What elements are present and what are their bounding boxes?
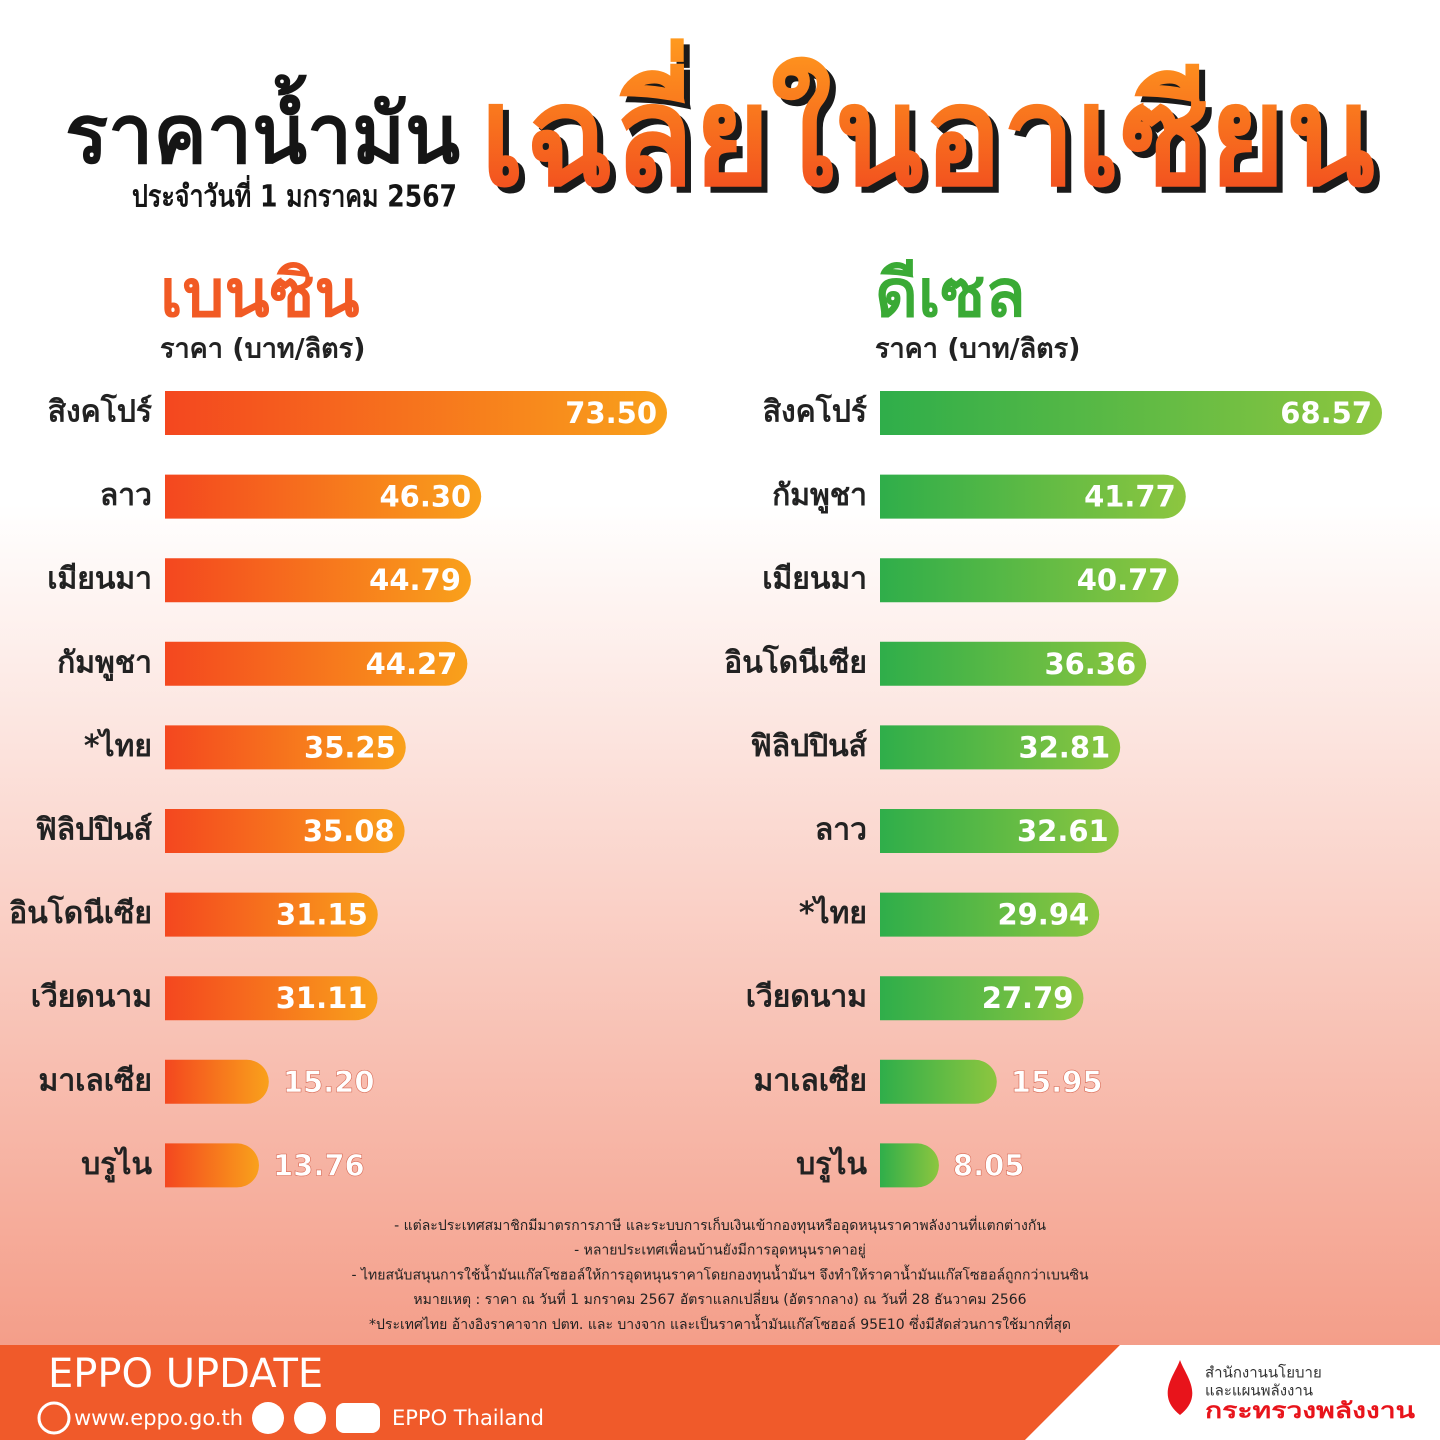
value-label: 46.30 <box>379 480 471 514</box>
value-label: 31.11 <box>276 981 368 1015</box>
value-label: 41.77 <box>1084 480 1176 514</box>
bar <box>165 391 667 435</box>
value-label: 32.61 <box>1017 814 1109 848</box>
category-label: บรูไน <box>796 1146 867 1183</box>
category-label: เวียดนาม <box>31 980 152 1015</box>
bar <box>880 809 1119 853</box>
org-name: กระทรวงพลังงาน <box>1205 1399 1415 1424</box>
note: หมายเหตุ : ราคา ณ วันที่ 1 มกราคม 2567 อ… <box>413 1290 1026 1308</box>
category-label: เวียดนาม <box>746 980 867 1015</box>
social: EPPO Thailand <box>392 1406 544 1430</box>
category-label: สิงคโปร์ <box>763 393 867 430</box>
bar <box>880 391 1382 435</box>
value-label: 29.94 <box>997 898 1089 932</box>
value-label: 31.15 <box>276 898 368 932</box>
category-label: อินโดนีเซีย <box>9 894 152 931</box>
value-label: 36.36 <box>1044 647 1136 681</box>
category-label: ฟิลิปปินส์ <box>35 813 152 848</box>
bar <box>880 1059 997 1104</box>
bar <box>165 976 378 1021</box>
web-icon <box>37 1401 71 1435</box>
category-label: บรูไน <box>81 1146 152 1183</box>
brand: EPPO UPDATE <box>48 1351 323 1397</box>
category-label: มาเลเซีย <box>754 1063 867 1098</box>
chart-title: ดีเซล <box>875 255 1026 332</box>
chart-title: เบนซิน <box>160 255 359 332</box>
value-label: 27.79 <box>982 981 1074 1015</box>
bar <box>880 1143 939 1188</box>
website: www.eppo.go.th <box>74 1406 243 1430</box>
value-label: 15.95 <box>1011 1065 1103 1099</box>
category-label: สิงคโปร์ <box>48 393 152 430</box>
twitter-icon <box>294 1402 326 1434</box>
bar <box>165 1143 259 1188</box>
headline: เฉลี่ยในอาเซียน <box>480 38 1375 219</box>
facebook-icon <box>252 1402 284 1434</box>
title: ราคาน้ำมัน <box>65 73 460 182</box>
bar <box>880 474 1186 519</box>
chart-subtitle: ราคา (บาท/ลิตร) <box>160 334 366 365</box>
org-line: และแผนพลังงาน <box>1205 1382 1313 1400</box>
bar <box>165 892 378 937</box>
bar <box>165 1059 269 1104</box>
bar <box>880 976 1084 1021</box>
value-label: 32.81 <box>1018 730 1110 764</box>
bar <box>880 725 1121 770</box>
note: *ประเทศไทย อ้างอิงราคาจาก ปตท. และ บางจา… <box>369 1314 1071 1333</box>
value-label: 8.05 <box>953 1148 1025 1182</box>
value-label: 44.27 <box>366 647 458 681</box>
youtube-icon <box>336 1403 380 1433</box>
category-label: กัมพูชา <box>57 645 152 681</box>
category-label: อินโดนีเซีย <box>724 643 867 680</box>
value-label: 13.76 <box>273 1148 365 1182</box>
category-label: ฟิลิปปินส์ <box>750 729 867 764</box>
value-label: 44.79 <box>369 563 461 597</box>
note: - หลายประเทศเพื่อนบ้านยังมีการอุดหนุนราค… <box>574 1241 866 1259</box>
headline-shadow: เฉลี่ยในอาเซียน <box>486 44 1381 225</box>
footer-logo-area <box>1025 1345 1440 1440</box>
category-label: *ไทย <box>84 728 152 764</box>
note: - แต่ละประเทศสมาชิกมีมาตรการภาษี และระบบ… <box>394 1216 1046 1234</box>
bar <box>165 809 405 853</box>
notes: - แต่ละประเทศสมาชิกมีมาตรการภาษี และระบบ… <box>351 1216 1088 1333</box>
category-label: มาเลเซีย <box>39 1063 152 1098</box>
category-label: *ไทย <box>799 895 867 931</box>
note: - ไทยสนับสนุนการใช้น้ำมันแก๊สโซฮอล์ให้กา… <box>351 1264 1088 1283</box>
org-logo <box>1167 1360 1193 1415</box>
bar <box>165 558 471 603</box>
org-line: สำนักงานนโยบาย <box>1205 1364 1322 1382</box>
chart-subtitle: ราคา (บาท/ลิตร) <box>875 334 1081 365</box>
value-label: 35.08 <box>303 814 395 848</box>
bar <box>880 641 1147 686</box>
value-label: 35.25 <box>304 730 396 764</box>
bar <box>880 558 1179 603</box>
value-label: 73.50 <box>565 396 657 430</box>
bar <box>880 892 1100 937</box>
bar <box>165 641 468 686</box>
category-label: เมียนมา <box>47 562 152 597</box>
category-label: เมียนมา <box>762 562 867 597</box>
value-label: 15.20 <box>283 1065 375 1099</box>
value-label: 40.77 <box>1077 563 1169 597</box>
category-label: ลาว <box>100 478 152 513</box>
category-label: กัมพูชา <box>772 478 867 514</box>
bar <box>165 725 406 770</box>
value-label: 68.57 <box>1280 396 1372 430</box>
bar <box>165 474 482 519</box>
date: ประจำวันที่ 1 มกราคม 2567 <box>132 175 457 215</box>
category-label: ลาว <box>815 813 867 848</box>
